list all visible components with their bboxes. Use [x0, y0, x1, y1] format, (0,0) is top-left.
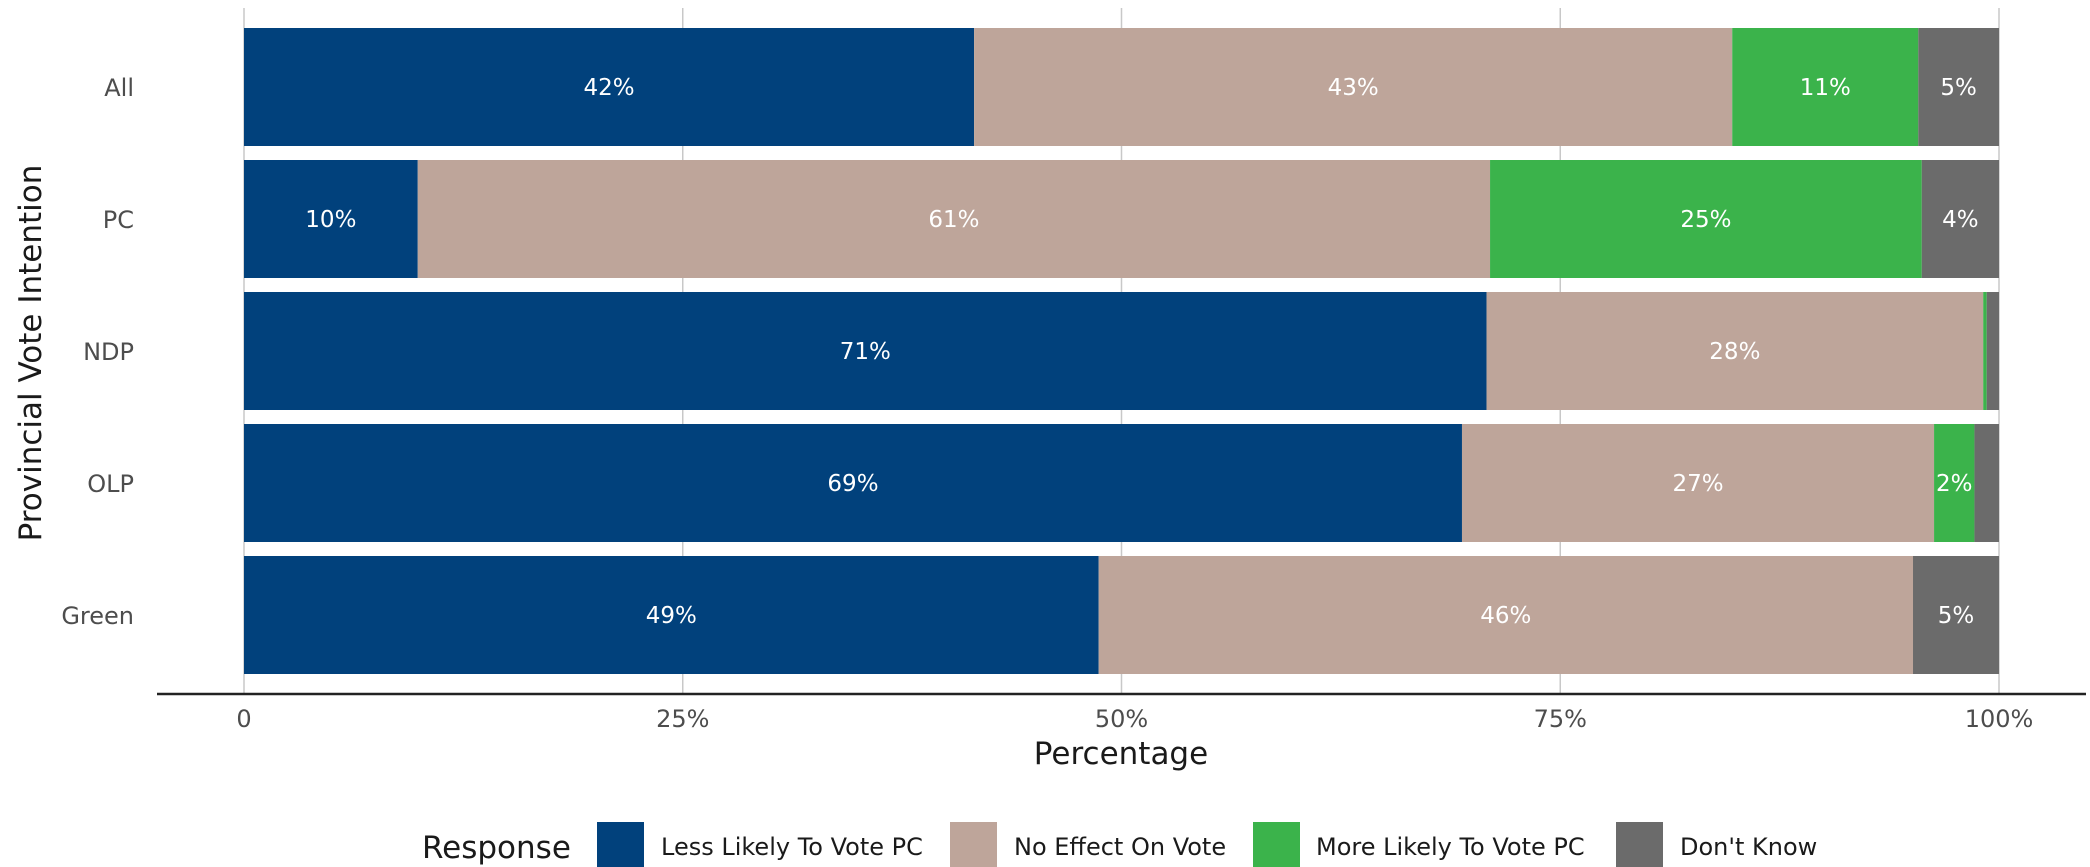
bar-segment: [244, 424, 1462, 542]
bar-value-label: 42%: [583, 75, 634, 101]
category-labels: All PC NDP OLP Green: [61, 74, 134, 630]
x-tick-label: 50%: [1095, 705, 1148, 733]
legend-swatch: [597, 822, 644, 867]
bar-segment: [244, 292, 1487, 410]
bar-segment: [1490, 160, 1922, 278]
bar-value-label: 71%: [840, 339, 891, 365]
x-axis-title: Percentage: [1034, 736, 1208, 772]
legend-label: No Effect On Vote: [1014, 833, 1226, 861]
bar-segment: [417, 160, 1491, 278]
bar-value-label: 5%: [1938, 603, 1975, 629]
bars: [244, 28, 1999, 674]
bar-segment: [1461, 424, 1935, 542]
bar-value-label: 69%: [827, 471, 878, 497]
category-label: OLP: [87, 470, 134, 498]
x-tick-label: 100%: [1965, 705, 2034, 733]
bar-segment: [1974, 424, 1999, 542]
x-tick-label: 75%: [1534, 705, 1587, 733]
category-label: NDP: [83, 338, 134, 366]
category-label: Green: [61, 602, 134, 630]
legend-swatch: [1253, 822, 1300, 867]
bar-value-label: 61%: [928, 207, 979, 233]
legend-label: Less Likely To Vote PC: [661, 833, 923, 861]
legend-title: Response: [422, 830, 571, 866]
bar-value-label: 10%: [305, 207, 356, 233]
bar-segment: [1986, 292, 1999, 410]
category-label: PC: [103, 206, 134, 234]
bar-value-label: 5%: [1940, 75, 1977, 101]
x-tick-labels: 0 25% 50% 75% 100%: [236, 705, 2033, 733]
bar-segment: [1913, 556, 1999, 674]
bar-segment: [244, 556, 1099, 674]
bar-segment: [244, 160, 418, 278]
bar-segment: [1983, 292, 1987, 410]
legend-label: Don't Know: [1680, 833, 1817, 861]
legend-label: More Likely To Vote PC: [1316, 833, 1585, 861]
bar-value-label: 49%: [646, 603, 697, 629]
bar-value-label: 43%: [1328, 75, 1379, 101]
bar-segment: [1934, 424, 1975, 542]
bar-value-label: 27%: [1672, 471, 1723, 497]
legend-swatch: [1616, 822, 1663, 867]
bar-segment: [1486, 292, 1984, 410]
x-tick-label: 0: [236, 705, 251, 733]
bar-segment: [1918, 28, 1999, 146]
bar-segment: [1098, 556, 1914, 674]
legend: Response Less Likely To Vote PC No Effect…: [422, 822, 1817, 867]
bar-value-label: 4%: [1942, 207, 1979, 233]
bar-segment: [1921, 160, 1999, 278]
bar-value-label: 28%: [1709, 339, 1760, 365]
bar-segment: [974, 28, 1733, 146]
bar-labels: 42% 43% 11% 5% 10% 61% 25% 4% 71% 28% 69% 27% 2% 49% 4…: [305, 75, 1978, 629]
legend-swatch: [950, 822, 997, 867]
x-tick-label: 25%: [656, 705, 709, 733]
bar-value-label: 11%: [1800, 75, 1851, 101]
bar-value-label: 46%: [1480, 603, 1531, 629]
bar-segment: [244, 28, 975, 146]
y-axis-title: Provincial Vote Intention: [13, 165, 49, 542]
bar-segment: [1732, 28, 1919, 146]
category-label: All: [104, 74, 134, 102]
bar-value-label: 25%: [1680, 207, 1731, 233]
bar-value-label: 2%: [1936, 471, 1973, 497]
